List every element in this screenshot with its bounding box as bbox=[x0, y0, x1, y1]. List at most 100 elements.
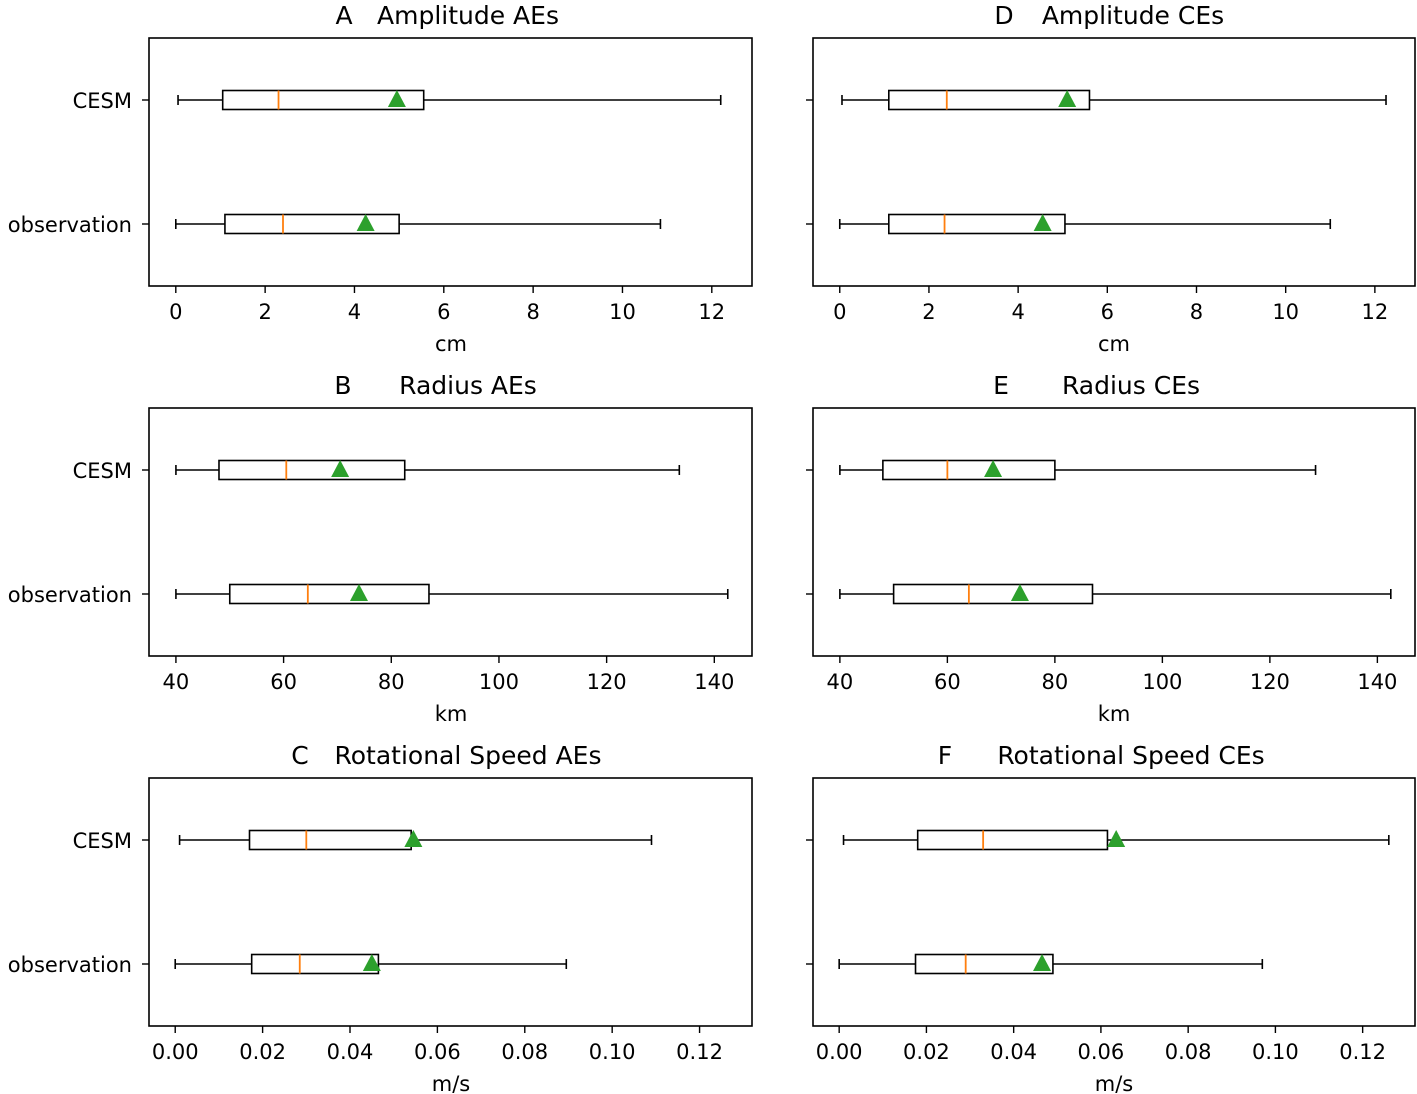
box-cesm: CESM bbox=[73, 459, 681, 483]
y-tick-label: CESM bbox=[73, 89, 132, 113]
x-tick-label: 40 bbox=[827, 670, 854, 694]
x-tick-label: 100 bbox=[1142, 670, 1182, 694]
box-observation: observation bbox=[8, 213, 662, 237]
x-tick-label: 100 bbox=[479, 670, 519, 694]
x-tick-label: 10 bbox=[609, 300, 636, 324]
box-observation bbox=[806, 213, 1332, 235]
x-tick-label: 0.08 bbox=[501, 1040, 548, 1064]
x-tick-label: 0.06 bbox=[1078, 1040, 1125, 1064]
x-tick-label: 120 bbox=[1250, 670, 1290, 694]
mean-marker bbox=[1033, 214, 1052, 231]
axes-frame bbox=[148, 407, 753, 657]
mean-marker bbox=[1010, 584, 1029, 601]
panel-letter: F bbox=[938, 741, 952, 770]
y-tick-label: CESM bbox=[73, 459, 132, 483]
panel-letter: D bbox=[994, 1, 1013, 30]
panel-title: Amplitude CEs bbox=[1042, 1, 1224, 30]
iqr-box bbox=[218, 459, 406, 481]
x-tick-label: 0.04 bbox=[327, 1040, 374, 1064]
iqr-box bbox=[224, 213, 400, 235]
panel-title: Radius CEs bbox=[1062, 371, 1200, 400]
box-cesm: CESM bbox=[73, 829, 653, 853]
mean-marker bbox=[356, 214, 375, 231]
x-tick-label: 12 bbox=[698, 300, 725, 324]
panel-a: A Amplitude AEs 0 2 4 6 8 10 12 cm CESM observation bbox=[8, 1, 753, 356]
iqr-box bbox=[250, 953, 380, 975]
panel-d: D Amplitude CEs 0 2 4 6 8 10 12 cm bbox=[806, 1, 1416, 356]
x-axis-label: km bbox=[1098, 702, 1131, 726]
x-axis-label: cm bbox=[1098, 332, 1130, 356]
y-tick-label: observation bbox=[8, 213, 132, 237]
x-tick-label: 0 bbox=[169, 300, 182, 324]
x-tick-label: 80 bbox=[1042, 670, 1069, 694]
iqr-box bbox=[892, 583, 1094, 605]
panel-letter: B bbox=[334, 371, 351, 400]
x-tick-label: 0.00 bbox=[152, 1040, 199, 1064]
mean-marker bbox=[387, 90, 406, 107]
x-tick-label: 0.02 bbox=[903, 1040, 950, 1064]
axes-frame bbox=[812, 407, 1416, 657]
panel-c: C Rotational Speed AEs 0.00 0.02 0.04 0.06 0.0… bbox=[8, 741, 753, 1094]
y-tick-label: observation bbox=[8, 583, 132, 607]
axes-frame bbox=[148, 777, 753, 1027]
mean-marker bbox=[349, 584, 368, 601]
x-tick-label: 0.10 bbox=[1252, 1040, 1299, 1064]
box-observation: observation bbox=[8, 583, 729, 607]
mean-marker bbox=[1107, 830, 1126, 847]
axes-frame bbox=[148, 37, 753, 287]
box-cesm: CESM bbox=[73, 89, 722, 113]
panel-e: E Radius CEs 40 60 80 100 120 140 km bbox=[806, 371, 1416, 726]
iqr-box bbox=[228, 583, 430, 605]
iqr-box bbox=[882, 459, 1056, 481]
x-axis-label: km bbox=[435, 702, 468, 726]
iqr-box bbox=[888, 213, 1066, 235]
panel-letter: E bbox=[993, 371, 1009, 400]
x-tick-label: 0.08 bbox=[1165, 1040, 1212, 1064]
x-tick-label: 6 bbox=[1101, 300, 1114, 324]
x-tick-label: 8 bbox=[1190, 300, 1203, 324]
x-tick-label: 40 bbox=[163, 670, 190, 694]
x-tick-label: 2 bbox=[922, 300, 935, 324]
y-tick-label: observation bbox=[8, 953, 132, 977]
x-axis-label: m/s bbox=[1095, 1072, 1133, 1094]
box-cesm bbox=[806, 89, 1387, 111]
box-observation: observation bbox=[8, 953, 568, 977]
x-tick-label: 6 bbox=[437, 300, 450, 324]
x-tick-label: 0.00 bbox=[816, 1040, 863, 1064]
mean-marker bbox=[1033, 954, 1052, 971]
x-tick-label: 80 bbox=[378, 670, 405, 694]
mean-marker bbox=[404, 830, 423, 847]
mean-marker bbox=[984, 460, 1003, 477]
iqr-box bbox=[914, 953, 1054, 975]
axes-frame bbox=[812, 777, 1416, 1027]
box-cesm bbox=[806, 829, 1390, 851]
panel-f: F Rotational Speed CEs 0.00 0.02 0.04 0.06 0.0… bbox=[806, 741, 1416, 1094]
x-tick-label: 140 bbox=[1357, 670, 1397, 694]
panel-b: B Radius AEs 40 60 80 100 120 140 km CESM observat… bbox=[8, 371, 753, 726]
x-axis-label: m/s bbox=[432, 1072, 470, 1094]
box-observation bbox=[806, 583, 1392, 605]
box-cesm bbox=[806, 459, 1317, 481]
x-tick-label: 4 bbox=[348, 300, 361, 324]
panel-title: Amplitude AEs bbox=[377, 1, 559, 30]
x-tick-label: 0.12 bbox=[676, 1040, 723, 1064]
x-tick-label: 60 bbox=[934, 670, 961, 694]
y-tick-label: CESM bbox=[73, 829, 132, 853]
iqr-box bbox=[221, 89, 425, 111]
mean-marker bbox=[362, 954, 381, 971]
axes-frame bbox=[812, 37, 1416, 287]
panel-title: Radius AEs bbox=[399, 371, 537, 400]
x-tick-label: 8 bbox=[526, 300, 539, 324]
x-tick-label: 60 bbox=[270, 670, 297, 694]
x-axis-label: cm bbox=[435, 332, 467, 356]
x-tick-label: 10 bbox=[1272, 300, 1299, 324]
iqr-box bbox=[916, 829, 1109, 851]
iqr-box bbox=[888, 89, 1091, 111]
box-observation bbox=[806, 953, 1264, 975]
x-tick-label: 4 bbox=[1011, 300, 1024, 324]
panel-letter: A bbox=[335, 1, 352, 30]
mean-marker bbox=[331, 460, 350, 477]
iqr-box bbox=[248, 829, 412, 851]
panel-title: Rotational Speed CEs bbox=[997, 741, 1264, 770]
